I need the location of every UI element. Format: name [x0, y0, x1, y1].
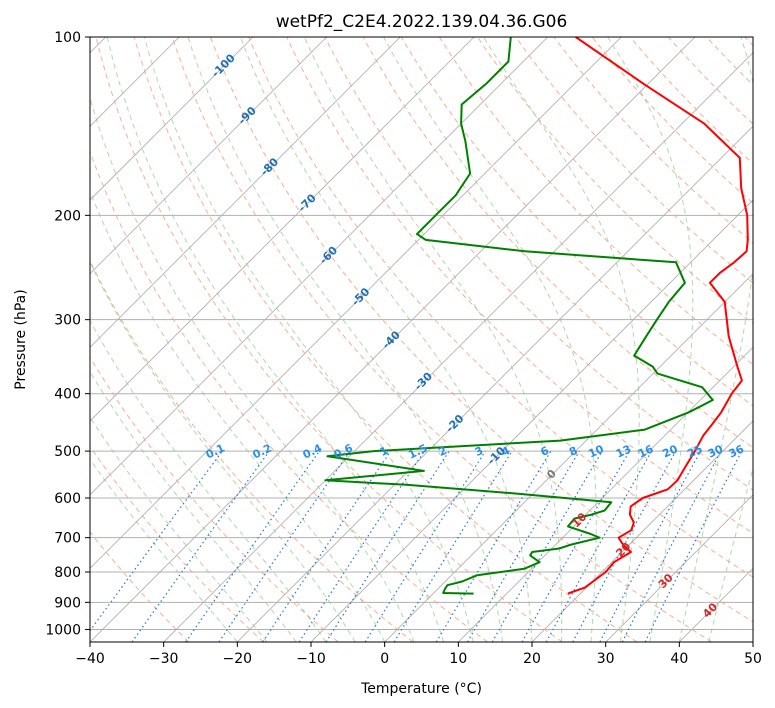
- x-tick-label: −20: [223, 651, 253, 667]
- dry-adiabat-line: [90, 356, 339, 642]
- isotherm-line: [163, 52, 753, 642]
- mixing-ratio-line: [491, 450, 603, 642]
- moist-adiabat-line: [90, 458, 238, 642]
- moist-adiabat-line: [187, 37, 503, 642]
- dry-adiabat-line: [400, 37, 753, 407]
- dry-adiabat-line: [90, 259, 414, 642]
- y-tick-label: 500: [54, 444, 81, 460]
- y-tick-label: 200: [54, 208, 81, 224]
- x-tick-label: −40: [75, 651, 105, 667]
- moist-adiabat-line: [239, 37, 533, 642]
- isotherm-line: [531, 420, 753, 642]
- y-axis-label: Pressure (hPa): [13, 289, 29, 389]
- isotherm-line: [90, 37, 254, 201]
- x-tick-label: 50: [744, 651, 762, 667]
- isotherm-line: [90, 37, 696, 642]
- mixing-ratio-label: 16: [636, 442, 656, 460]
- isotherm-line: [90, 37, 548, 496]
- moist-adiabat-line: [303, 37, 563, 642]
- mixing-ratio-line: [90, 450, 223, 632]
- dry-adiabat-line: [210, 37, 753, 623]
- moist-adiabat-line: [90, 416, 268, 642]
- isotherm-line: [605, 494, 753, 642]
- isotherm-line: [90, 37, 475, 422]
- dry-adiabat-line: [90, 531, 190, 642]
- moist-adiabat-line: [90, 370, 297, 642]
- isotherm-line: [90, 37, 327, 275]
- x-tick-label: 10: [449, 651, 467, 667]
- y-tick-label: 900: [54, 595, 81, 611]
- plot-frame: [89, 36, 754, 643]
- mixing-ratio-label: 25: [685, 442, 704, 460]
- x-tick-label: 20: [523, 651, 541, 667]
- moist-adiabat-line: [90, 189, 386, 642]
- mixing-ratio-line: [185, 450, 320, 642]
- mixing-ratio-label: 20: [660, 442, 680, 460]
- y-tick-label: 100: [54, 30, 81, 46]
- x-tick-label: 40: [670, 651, 688, 667]
- y-tick-label: 800: [54, 565, 81, 581]
- mixing-ratio-line: [298, 450, 425, 642]
- x-tick-label: −30: [149, 651, 179, 667]
- mixing-ratio-line: [466, 450, 580, 642]
- mixing-ratio-line: [545, 450, 653, 642]
- x-tick-label: 0: [380, 651, 389, 667]
- dry-adiabat-line: [324, 37, 753, 491]
- isotherm-line: [90, 37, 622, 569]
- mixing-ratio-label: 10: [586, 442, 606, 460]
- mixing-ratio-line: [572, 450, 677, 642]
- y-tick-label: 1000: [45, 622, 81, 638]
- chart-title: wetPf2_C2E4.2022.139.04.36.G06: [276, 12, 568, 32]
- moist-adiabat-line: [607, 37, 694, 642]
- mixing-ratio-line: [364, 450, 486, 642]
- mixing-ratio-line: [131, 450, 270, 642]
- moist-adiabat-line: [383, 37, 597, 642]
- x-tick-label: −10: [296, 651, 326, 667]
- y-tick-label: 300: [54, 313, 81, 329]
- mixing-ratio-line: [435, 450, 552, 642]
- dewpoint-trace: [324, 37, 714, 595]
- mixing-ratio-line: [393, 450, 513, 642]
- mixing-ratio-line: [521, 450, 631, 642]
- dry-adiabat-line: [438, 37, 753, 366]
- mixing-ratio-label: 13: [614, 442, 633, 460]
- dry-adiabat-line: [248, 37, 753, 578]
- moist-adiabat-line: [90, 260, 356, 642]
- x-axis-label: Temperature (°C): [360, 681, 482, 697]
- temperature-trace: [567, 37, 749, 595]
- y-tick-label: 600: [54, 491, 81, 507]
- mixing-ratio-label: 36: [727, 442, 747, 460]
- x-tick-label: 30: [597, 651, 615, 667]
- y-tick-label: 400: [54, 387, 81, 403]
- dry-adiabat-line: [95, 37, 563, 642]
- moist-adiabat-line: [90, 96, 415, 642]
- moist-adiabat-line: [143, 37, 474, 642]
- mixing-ratio-line: [325, 450, 450, 642]
- moist-adiabat-line: [482, 37, 640, 642]
- mixing-ratio-label: 30: [706, 442, 726, 460]
- moist-adiabat-line: [106, 37, 445, 642]
- dry-adiabat-line: [362, 37, 753, 449]
- dry-adiabat-line: [286, 37, 753, 534]
- isotherm-line: [90, 37, 401, 348]
- isotherm-line: [237, 125, 753, 642]
- isotherm-line: [384, 273, 753, 642]
- dry-adiabat-line: [133, 37, 638, 642]
- y-tick-label: 700: [54, 531, 81, 547]
